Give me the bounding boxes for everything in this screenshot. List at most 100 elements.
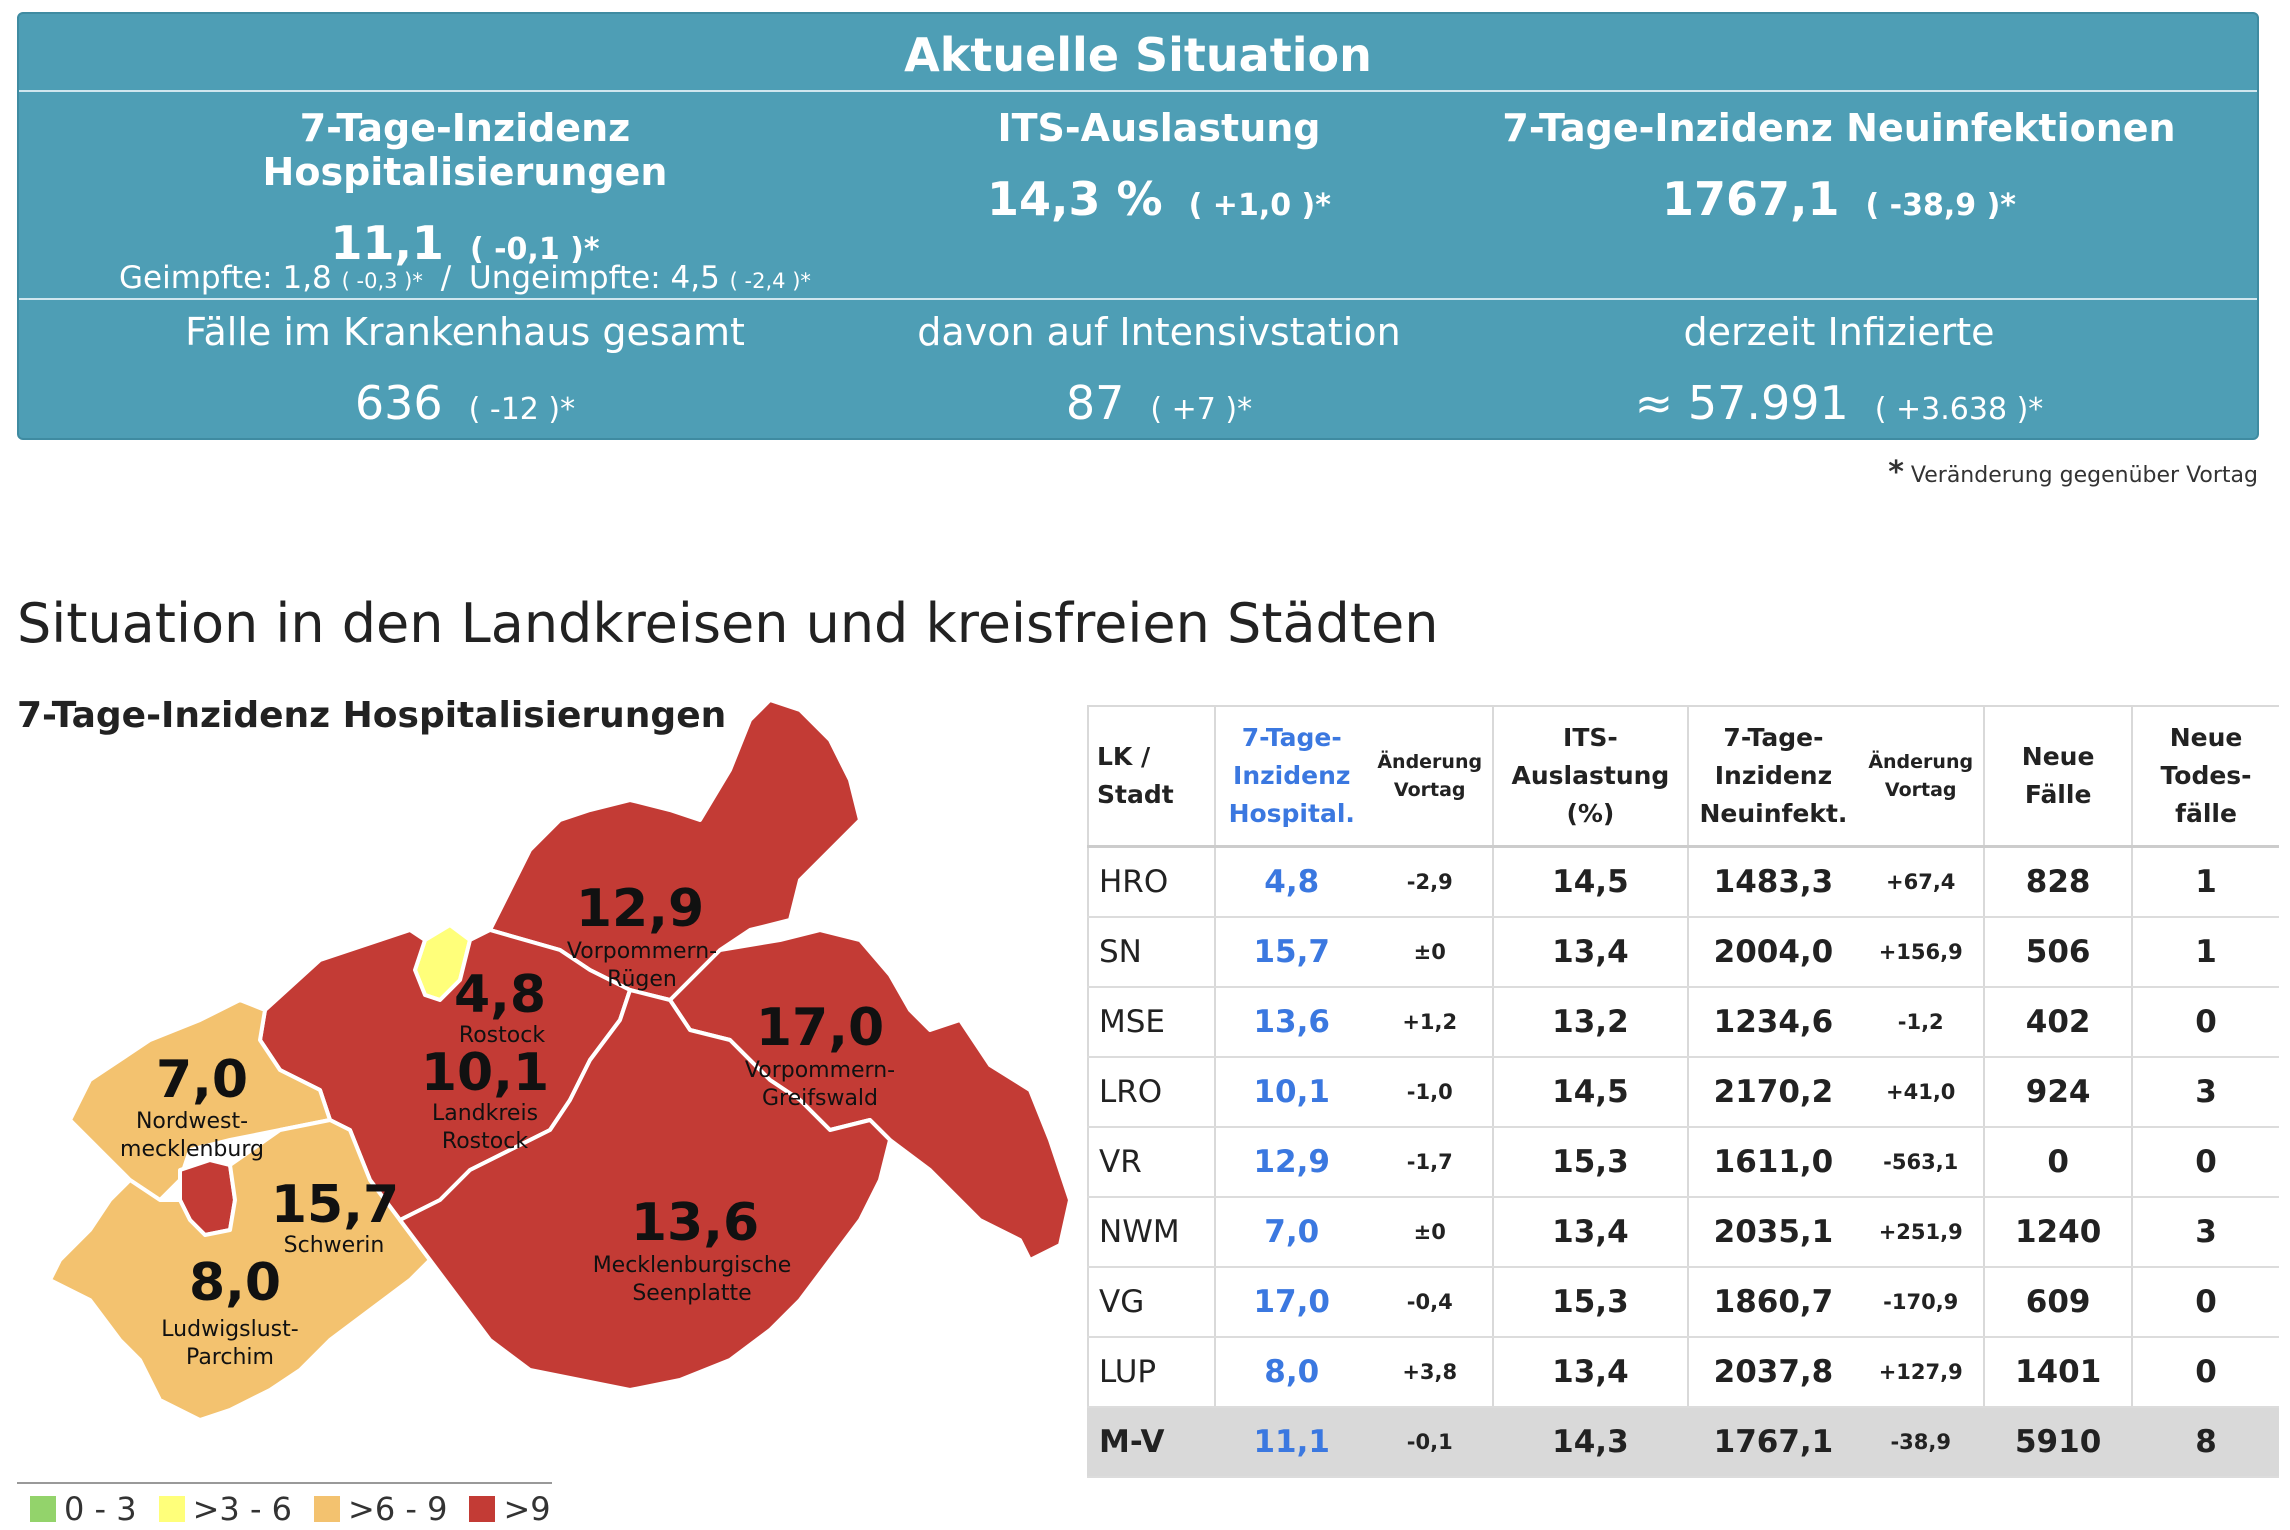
cell-tod: 3 — [2132, 1057, 2279, 1128]
footnote-star: * — [1888, 455, 1904, 490]
map-name-nwm-2: mecklenburg — [120, 1137, 264, 1162]
cell-its: 15,3 — [1493, 1127, 1689, 1198]
cell-hosp: 11,1 — [1215, 1407, 1368, 1478]
legend-item: 0 - 3 — [30, 1490, 137, 1528]
cell-region: VG — [1086, 1267, 1217, 1338]
th-neuinf[interactable]: 7-Tage- Inzidenz Neuinfekt. — [1687, 705, 1859, 848]
cell-tod: 3 — [2132, 1197, 2279, 1268]
cell-faelle: 828 — [1984, 846, 2134, 918]
cell-hosp-change: -1,0 — [1367, 1057, 1495, 1128]
current-situation-panel: Aktuelle Situation 7-Tage-Inzidenz Hospi… — [17, 12, 2259, 440]
map-name-lro-1: Landkreis — [432, 1101, 538, 1126]
metric-infizierte-label: derzeit Infizierte — [1683, 310, 1995, 354]
panel-divider-top — [19, 90, 2257, 92]
map-name-lro-2: Rostock — [442, 1129, 528, 1154]
map-value-vg: 17,0 — [756, 998, 884, 1058]
cell-region: NWM — [1086, 1197, 1217, 1268]
cell-its: 13,2 — [1493, 987, 1689, 1058]
legend-swatch-green — [30, 1496, 56, 1522]
cell-region: LRO — [1086, 1057, 1217, 1128]
cell-neuinf-change: -1,2 — [1858, 987, 1986, 1058]
cell-its: 14,5 — [1493, 846, 1689, 918]
th-text: 7-Tage- — [1723, 723, 1824, 752]
th-text: Neue — [2169, 723, 2243, 752]
table-row: NWM 7,0 ±0 13,4 2035,1 +251,9 1240 3 — [1086, 1197, 2279, 1268]
cell-hosp: 13,6 — [1215, 987, 1368, 1058]
metric-infizierte: derzeit Infizierte ≈ 57.991 ( +3.638 )* — [1499, 310, 2179, 430]
metric-krankenhaus-change: ( -12 )* — [468, 392, 576, 427]
th-region[interactable]: LK / Stadt — [1086, 705, 1217, 848]
cell-region: LUP — [1086, 1337, 1217, 1408]
metric-neuinf-value-row: 1767,1 ( -38,9 )* — [1499, 172, 2179, 226]
table-row: LUP 8,0 +3,8 13,4 2037,8 +127,9 1401 0 — [1086, 1337, 2279, 1408]
metric-intensiv: davon auf Intensivstation 87 ( +7 )* — [819, 310, 1499, 430]
map-name-nwm-1: Nordwest- — [136, 1109, 248, 1134]
cell-faelle: 402 — [1984, 987, 2134, 1058]
metric-its: ITS-Auslastung 14,3 % ( +1,0 )* — [819, 106, 1499, 226]
cell-region: HRO — [1086, 846, 1217, 918]
legend-divider — [17, 1482, 552, 1484]
metric-intensiv-change: ( +7 )* — [1150, 392, 1253, 427]
th-text: Änderung — [1868, 751, 1974, 773]
cell-tod: 0 — [2132, 1127, 2279, 1198]
metric-its-value: 14,3 % — [987, 172, 1163, 226]
table-row: SN 15,7 ±0 13,4 2004,0 +156,9 506 1 — [1086, 917, 2279, 988]
metric-its-label: ITS-Auslastung — [997, 106, 1321, 150]
metric-intensiv-value-row: 87 ( +7 )* — [819, 376, 1499, 430]
cell-neuinf-change: +251,9 — [1858, 1197, 1986, 1268]
region-mse[interactable] — [398, 988, 892, 1392]
section-title: Situation in den Landkreisen und kreisfr… — [17, 592, 1439, 655]
metric-hosp-vacc-row: Geimpfte: 1,8 ( -0,3 )* / Ungeimpfte: 4,… — [119, 260, 859, 296]
cell-hosp: 17,0 — [1215, 1267, 1368, 1338]
cell-neuinf: 2037,8 — [1687, 1337, 1859, 1408]
legend-item: >9 — [469, 1490, 551, 1528]
map-value-hro: 4,8 — [454, 965, 546, 1025]
th-text: LK / — [1097, 742, 1151, 771]
cell-neuinf-change: +41,0 — [1858, 1057, 1986, 1128]
cell-neuinf: 2004,0 — [1687, 917, 1859, 988]
cell-tod: 1 — [2132, 917, 2279, 988]
metric-neuinf-change: ( -38,9 )* — [1865, 188, 2016, 223]
district-table: LK / Stadt 7-Tage- Inzidenz Hospital. Än… — [1086, 705, 2279, 1478]
th-text: Neuinfekt. — [1699, 799, 1848, 828]
th-hosp-change[interactable]: Änderung Vortag — [1367, 705, 1495, 848]
cell-hosp-change: -2,9 — [1367, 846, 1495, 918]
cell-neuinf-change: +67,4 — [1858, 846, 1986, 918]
cell-neuinf: 1767,1 — [1687, 1407, 1859, 1478]
legend-label: >6 - 9 — [348, 1490, 448, 1528]
th-tod[interactable]: Neue Todes- fälle — [2132, 705, 2279, 848]
metric-krankenhaus-label: Fälle im Krankenhaus gesamt — [185, 310, 745, 354]
metric-hosp-value-row: 11,1 ( -0,1 )* — [125, 216, 805, 270]
vacc-label: Geimpfte: 1,8 — [119, 260, 332, 296]
cell-hosp: 8,0 — [1215, 1337, 1368, 1408]
metric-hosp-change: ( -0,1 )* — [469, 232, 600, 267]
th-neuinf-change[interactable]: Änderung Vortag — [1858, 705, 1986, 848]
metric-hosp-value: 11,1 — [330, 216, 444, 270]
map-title: 7-Tage-Inzidenz Hospitalisierungen — [17, 695, 727, 736]
unvacc-label: Ungeimpfte: 4,5 — [469, 260, 720, 296]
map-name-vr-2: Rügen — [607, 967, 677, 992]
legend-swatch-orange — [314, 1496, 341, 1522]
cell-tod: 0 — [2132, 1337, 2279, 1408]
th-text: Neue — [2021, 742, 2095, 771]
cell-hosp-change: +1,2 — [1367, 987, 1495, 1058]
panel-title: Aktuelle Situation — [904, 28, 1372, 82]
th-its[interactable]: ITS- Auslastung (%) — [1493, 705, 1689, 848]
map-value-nwm: 7,0 — [156, 1050, 248, 1110]
cell-tod: 0 — [2132, 1267, 2279, 1338]
table-row: MSE 13,6 +1,2 13,2 1234,6 -1,2 402 0 — [1086, 987, 2279, 1058]
vacc-change: ( -0,3 )* — [341, 269, 423, 293]
map-name-vg-2: Greifswald — [762, 1086, 878, 1111]
th-text: Vortag — [1884, 779, 1957, 801]
metric-intensiv-label: davon auf Intensivstation — [917, 310, 1401, 354]
metric-infizierte-value-row: ≈ 57.991 ( +3.638 )* — [1499, 376, 2179, 430]
map-name-lup-2: Parchim — [186, 1345, 274, 1370]
th-hosp[interactable]: 7-Tage- Inzidenz Hospital. — [1215, 705, 1368, 848]
th-faelle[interactable]: Neue Fälle — [1984, 705, 2134, 848]
cell-its: 14,5 — [1493, 1057, 1689, 1128]
footnote: * Veränderung gegenüber Vortag — [1888, 455, 2258, 490]
th-text: fälle — [2175, 799, 2237, 828]
region-lup[interactable] — [48, 1118, 432, 1422]
cell-its: 15,3 — [1493, 1267, 1689, 1338]
metric-its-value-row: 14,3 % ( +1,0 )* — [819, 172, 1499, 226]
